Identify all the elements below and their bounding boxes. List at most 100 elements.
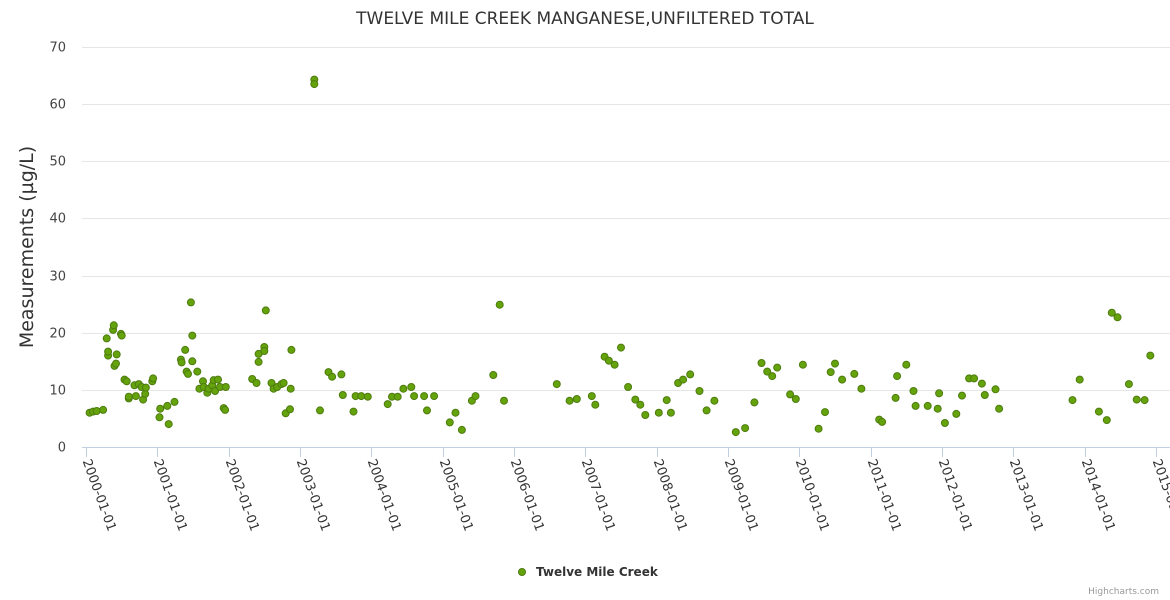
data-point[interactable] xyxy=(420,392,429,401)
data-point[interactable] xyxy=(170,397,179,406)
data-point[interactable] xyxy=(826,368,835,377)
data-point[interactable] xyxy=(393,392,402,401)
data-point[interactable] xyxy=(838,375,847,384)
data-point[interactable] xyxy=(188,331,197,340)
data-point[interactable] xyxy=(768,372,777,381)
data-point[interactable] xyxy=(254,357,263,366)
legend-item-label[interactable]: Twelve Mile Creek xyxy=(536,565,659,579)
data-point[interactable] xyxy=(177,358,186,367)
data-point[interactable] xyxy=(666,408,675,417)
data-point[interactable] xyxy=(757,359,766,367)
data-point[interactable] xyxy=(155,413,164,422)
data-point[interactable] xyxy=(850,369,859,378)
data-point[interactable] xyxy=(991,385,1000,394)
data-point[interactable] xyxy=(604,356,613,365)
data-point[interactable] xyxy=(814,424,823,433)
data-point[interactable] xyxy=(286,405,294,414)
data-point[interactable] xyxy=(500,396,508,405)
data-point[interactable] xyxy=(99,405,108,414)
data-point[interactable] xyxy=(1102,416,1111,425)
data-point[interactable] xyxy=(383,400,392,409)
data-point[interactable] xyxy=(286,384,295,393)
data-point[interactable] xyxy=(902,360,911,369)
data-point[interactable] xyxy=(786,390,795,399)
data-point[interactable] xyxy=(124,392,133,401)
data-point[interactable] xyxy=(798,360,807,369)
data-point[interactable] xyxy=(702,406,711,415)
data-point[interactable] xyxy=(363,392,372,401)
data-point[interactable] xyxy=(279,379,288,387)
data-point[interactable] xyxy=(261,306,270,315)
data-point[interactable] xyxy=(662,396,671,405)
data-point[interactable] xyxy=(188,357,197,366)
data-point[interactable] xyxy=(977,379,986,388)
data-point[interactable] xyxy=(980,391,989,399)
data-point[interactable] xyxy=(104,347,113,356)
data-point[interactable] xyxy=(624,383,633,391)
data-point[interactable] xyxy=(445,418,454,427)
data-point[interactable] xyxy=(1124,380,1133,389)
data-point[interactable] xyxy=(958,391,966,400)
data-point[interactable] xyxy=(1132,395,1141,404)
data-point[interactable] xyxy=(710,396,719,405)
data-point[interactable] xyxy=(349,407,358,416)
data-point[interactable] xyxy=(181,345,190,354)
data-point[interactable] xyxy=(1113,313,1122,322)
data-point[interactable] xyxy=(891,393,900,402)
data-point[interactable] xyxy=(109,321,118,330)
data-point[interactable] xyxy=(1094,407,1103,416)
data-point[interactable] xyxy=(572,395,581,403)
data-point[interactable] xyxy=(1107,308,1116,317)
data-point[interactable] xyxy=(338,391,347,399)
data-point[interactable] xyxy=(193,367,202,376)
data-point[interactable] xyxy=(1068,396,1077,405)
data-point[interactable] xyxy=(131,392,140,401)
data-point[interactable] xyxy=(1075,375,1084,384)
data-point[interactable] xyxy=(112,350,121,359)
data-point[interactable] xyxy=(773,363,782,372)
legend[interactable]: Twelve Mile Creek xyxy=(518,565,659,579)
data-point[interactable] xyxy=(636,400,645,409)
data-point[interactable] xyxy=(149,374,158,383)
data-point[interactable] xyxy=(407,383,416,391)
data-point[interactable] xyxy=(471,392,480,401)
data-point[interactable] xyxy=(221,405,230,414)
data-point[interactable] xyxy=(641,411,650,419)
data-point[interactable] xyxy=(316,406,324,415)
data-point[interactable] xyxy=(495,300,504,309)
data-point[interactable] xyxy=(995,404,1004,413)
data-point[interactable] xyxy=(357,392,366,401)
data-point[interactable] xyxy=(163,401,172,410)
data-point[interactable] xyxy=(423,406,431,415)
data-point[interactable] xyxy=(337,370,346,379)
data-point[interactable] xyxy=(457,425,466,434)
data-point[interactable] xyxy=(552,380,561,389)
data-point[interactable] xyxy=(399,384,408,393)
data-point[interactable] xyxy=(430,392,439,401)
data-point[interactable] xyxy=(117,331,126,340)
data-point[interactable] xyxy=(911,401,920,410)
data-point[interactable] xyxy=(221,383,230,391)
data-point[interactable] xyxy=(821,408,829,417)
data-point[interactable] xyxy=(940,419,949,427)
data-point[interactable] xyxy=(591,400,600,409)
data-point[interactable] xyxy=(952,409,961,418)
data-point[interactable] xyxy=(410,392,419,401)
data-point[interactable] xyxy=(695,387,704,395)
data-point[interactable] xyxy=(1146,351,1155,360)
data-point[interactable] xyxy=(857,384,866,393)
data-point[interactable] xyxy=(741,424,750,433)
data-point[interactable] xyxy=(731,428,740,437)
data-point[interactable] xyxy=(156,404,165,413)
data-point[interactable] xyxy=(587,392,596,401)
data-point[interactable] xyxy=(893,372,902,381)
series-twelve-mile-creek[interactable] xyxy=(85,75,1155,437)
data-point[interactable] xyxy=(122,377,131,386)
data-point[interactable] xyxy=(679,375,688,384)
data-point[interactable] xyxy=(970,374,979,383)
data-point[interactable] xyxy=(328,372,337,381)
data-point[interactable] xyxy=(310,80,319,89)
data-point[interactable] xyxy=(164,420,173,429)
data-point[interactable] xyxy=(565,396,574,405)
data-point[interactable] xyxy=(287,345,296,354)
